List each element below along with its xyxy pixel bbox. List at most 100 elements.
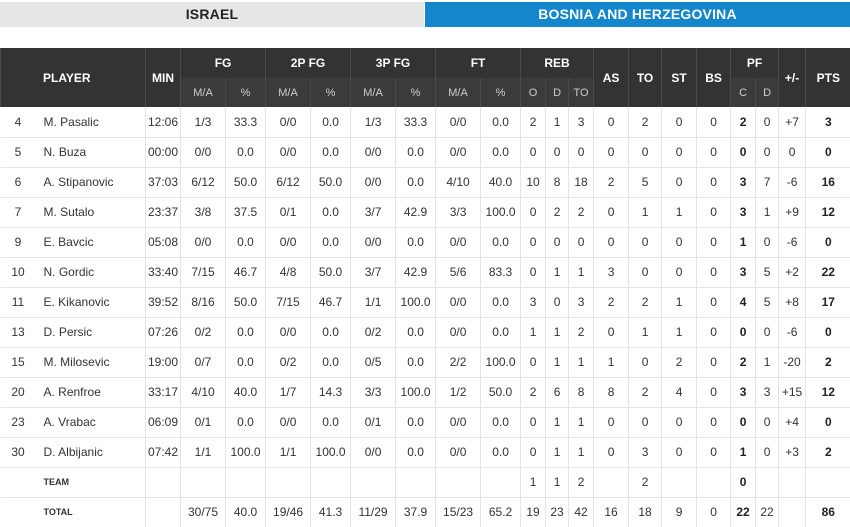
header-min[interactable]: MIN [145, 48, 181, 107]
fg3-pct: 0.0 [395, 227, 436, 258]
ft-pct: 0.0 [480, 437, 521, 468]
reb-total: 18 [568, 167, 594, 198]
fouls-committed: 4 [730, 287, 756, 318]
player-name[interactable]: D. Persic [35, 317, 146, 348]
assists: 0 [593, 227, 629, 258]
assists: 0 [593, 197, 629, 228]
ft-made-attempted: 0/0 [435, 107, 481, 138]
header-st[interactable]: ST [661, 48, 697, 107]
plus-minus: -6 [778, 227, 806, 258]
fg2-made-attempted: 4/8 [265, 257, 311, 288]
reb-total: 8 [568, 377, 594, 408]
player-name[interactable]: A. Renfroe [35, 377, 146, 408]
header-pf-d[interactable]: D [755, 78, 779, 107]
blocks: 0 [696, 197, 731, 228]
fg2-pct: 46.7 [310, 287, 351, 318]
points: 16 [805, 167, 850, 198]
fouls-committed: 0 [730, 467, 756, 498]
fg2-made-attempted: 0/0 [265, 137, 311, 168]
header-bs[interactable]: BS [696, 48, 731, 107]
turnovers: 0 [628, 347, 662, 378]
player-name[interactable]: M. Pasalic [35, 107, 146, 138]
player-name[interactable]: N. Buza [35, 137, 146, 168]
fouls-drawn: 5 [755, 287, 779, 318]
header-pts[interactable]: PTS [805, 48, 850, 107]
player-number: 9 [0, 227, 36, 258]
turnovers: 2 [628, 377, 662, 408]
player-name[interactable]: A. Stipanovic [35, 167, 146, 198]
assists: 0 [593, 407, 629, 438]
reb-total: 2 [568, 317, 594, 348]
fouls-committed: 1 [730, 437, 756, 468]
fg2-pct: 0.0 [310, 227, 351, 258]
reb-offensive: 19 [520, 497, 546, 527]
header-fg-pct[interactable]: % [225, 78, 266, 107]
fg2-made-attempted [265, 467, 311, 498]
tab-bosnia-and-herzegovina[interactable]: BOSNIA AND HERZEGOVINA [425, 2, 850, 27]
player-name[interactable]: M. Milosevic [35, 347, 146, 378]
player-name[interactable]: N. Gordic [35, 257, 146, 288]
header-2p-pct[interactable]: % [310, 78, 351, 107]
points: 3 [805, 107, 850, 138]
table-row: 11 E. Kikanovic 39:52 8/16 50.0 7/15 46.7 1/1 10… [0, 287, 850, 318]
fg3-made-attempted: 0/0 [350, 167, 396, 198]
steals: 1 [661, 317, 697, 348]
player-name[interactable]: D. Albijanic [35, 437, 146, 468]
blocks: 0 [696, 167, 731, 198]
fg-made-attempted: 0/1 [180, 407, 226, 438]
reb-defensive: 1 [545, 437, 569, 468]
reb-total: 2 [568, 197, 594, 228]
header-player[interactable]: PLAYER [0, 48, 146, 107]
header-pf-c[interactable]: C [730, 78, 756, 107]
minutes: 19:00 [145, 347, 181, 378]
header-plus-minus[interactable]: +/- [778, 48, 806, 107]
header-fg: FG [180, 48, 266, 78]
fouls-drawn: 1 [755, 347, 779, 378]
fouls-committed: 0 [730, 407, 756, 438]
table-row: 10 N. Gordic 33:40 7/15 46.7 4/8 50.0 3/7 42.9 5/… [0, 257, 850, 288]
player-name[interactable]: M. Sutalo [35, 197, 146, 228]
blocks: 0 [696, 107, 731, 138]
reb-defensive: 1 [545, 317, 569, 348]
header-ft-pct[interactable]: % [480, 78, 521, 107]
header-3p-ma[interactable]: M/A [350, 78, 396, 107]
fg3-made-attempted: 3/7 [350, 197, 396, 228]
player-name[interactable]: E. Bavcic [35, 227, 146, 258]
points: 12 [805, 377, 850, 408]
reb-defensive: 6 [545, 377, 569, 408]
ft-pct: 0.0 [480, 317, 521, 348]
header-2p-ma[interactable]: M/A [265, 78, 311, 107]
reb-offensive: 10 [520, 167, 546, 198]
fg-made-attempted: 6/12 [180, 167, 226, 198]
header-ft-ma[interactable]: M/A [435, 78, 481, 107]
player-name[interactable]: A. Vrabac [35, 407, 146, 438]
reb-defensive: 1 [545, 347, 569, 378]
player-name: TOTAL [43, 507, 73, 518]
turnovers: 0 [628, 407, 662, 438]
player-name[interactable]: E. Kikanovic [35, 287, 146, 318]
header-reb-d[interactable]: D [545, 78, 569, 107]
reb-defensive: 0 [545, 287, 569, 318]
steals: 2 [661, 347, 697, 378]
assists: 0 [593, 317, 629, 348]
header-reb-tot[interactable]: TO [568, 78, 594, 107]
table-row: 20 A. Renfroe 33:17 4/10 40.0 1/7 14.3 3/3 100.0… [0, 377, 850, 408]
fouls-committed: 3 [730, 197, 756, 228]
fg2-pct: 0.0 [310, 347, 351, 378]
header-to[interactable]: TO [628, 48, 662, 107]
tab-israel[interactable]: ISRAEL [0, 2, 424, 27]
reb-total: 0 [568, 137, 594, 168]
fg-made-attempted: 0/2 [180, 317, 226, 348]
header-reb-o[interactable]: O [520, 78, 546, 107]
fouls-drawn: 3 [755, 377, 779, 408]
header-as[interactable]: AS [593, 48, 629, 107]
steals: 0 [661, 107, 697, 138]
header-3p-pct[interactable]: % [395, 78, 436, 107]
header-fg-ma[interactable]: M/A [180, 78, 226, 107]
reb-defensive: 1 [545, 257, 569, 288]
ft-pct: 65.2 [480, 497, 521, 527]
minutes: 00:00 [145, 137, 181, 168]
minutes: 06:09 [145, 407, 181, 438]
player-number: 15 [0, 347, 36, 378]
reb-offensive: 0 [520, 407, 546, 438]
